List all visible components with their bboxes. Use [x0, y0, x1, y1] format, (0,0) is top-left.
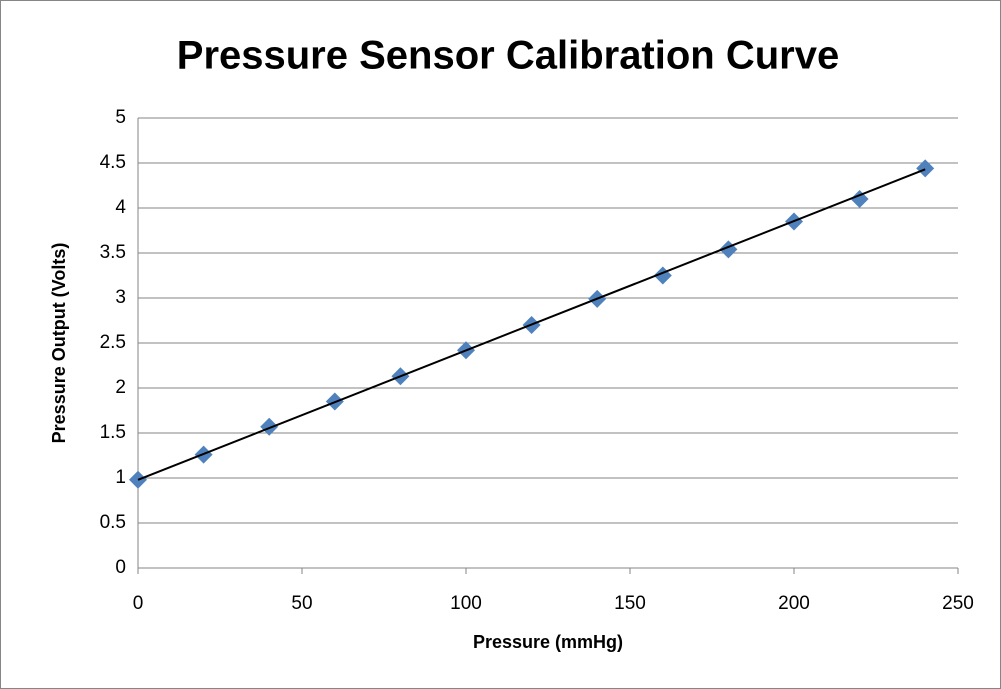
marker [850, 190, 869, 208]
y-axis-label: Pressure Output (Volts) [49, 243, 69, 444]
x-tick-label: 200 [778, 593, 810, 614]
marker [916, 159, 935, 178]
marker [260, 417, 279, 436]
y-tick-label: 4.5 [100, 152, 126, 173]
x-axis-label: Pressure (mmHg) [473, 632, 623, 652]
y-tick-label: 2 [115, 377, 126, 398]
x-tick-label: 150 [614, 593, 646, 614]
y-tick-label: 2.5 [100, 332, 126, 353]
x-tick-label: 50 [291, 593, 312, 614]
y-tick-label: 3 [115, 287, 126, 308]
trendline [137, 168, 926, 481]
x-tick-label: 0 [133, 593, 144, 614]
y-tick-label: 5 [115, 107, 126, 128]
chart-title: Pressure Sensor Calibration Curve [177, 34, 839, 78]
x-tick-label: 100 [450, 593, 482, 614]
x-tick-label: 250 [942, 593, 974, 614]
y-tick-label: 1 [115, 467, 126, 488]
y-tick-label: 1.5 [100, 422, 126, 443]
y-tick-label: 0 [115, 557, 126, 578]
y-tick-label: 4 [115, 197, 126, 218]
y-tick-label: 0.5 [100, 512, 126, 533]
y-tick-label: 3.5 [100, 242, 126, 263]
